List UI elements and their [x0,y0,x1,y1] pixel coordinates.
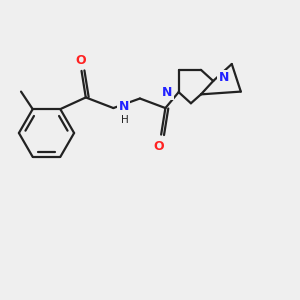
Text: N: N [218,71,229,84]
Text: N: N [162,85,172,99]
Text: O: O [76,54,86,67]
Text: H: H [121,116,129,125]
Text: N: N [119,100,129,113]
Text: O: O [154,140,164,153]
